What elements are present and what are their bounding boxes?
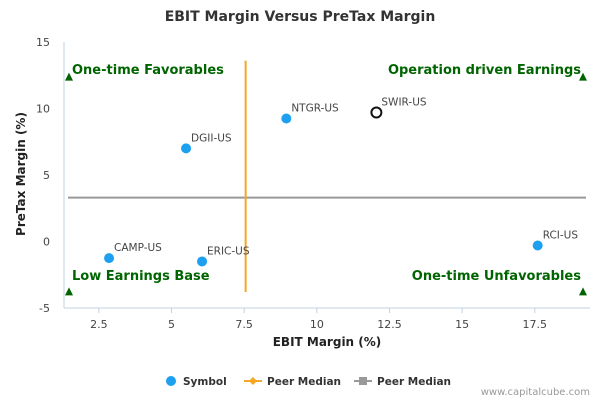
data-point-label: RCI-US bbox=[543, 229, 579, 241]
y-tick-label: -5 bbox=[39, 302, 50, 315]
data-point-marker[interactable] bbox=[181, 143, 192, 154]
quadrant-marker-bottom-right bbox=[579, 287, 587, 296]
legend-item-symbol[interactable]: Symbol bbox=[166, 376, 227, 388]
data-point-label: SWIR-US bbox=[381, 96, 426, 108]
y-axis-ticks: 15 10 5 0 -5 bbox=[36, 36, 50, 315]
chart-title: EBIT Margin Versus PreTax Margin bbox=[165, 9, 436, 25]
y-tick-label: 10 bbox=[36, 103, 50, 116]
legend-item-peer-median-y[interactable]: Peer Median bbox=[354, 376, 451, 388]
x-axis-title: EBIT Margin (%) bbox=[273, 335, 382, 349]
data-point-label: CAMP-US bbox=[114, 242, 162, 254]
data-point-marker[interactable] bbox=[281, 113, 292, 124]
legend-peer-median-diamond bbox=[249, 377, 257, 385]
quadrant-marker-top-right bbox=[579, 72, 587, 81]
y-tick-label: 0 bbox=[43, 236, 50, 249]
legend-label-peer-median-x: Peer Median bbox=[267, 376, 341, 388]
data-point-marker[interactable] bbox=[532, 240, 543, 251]
x-tick-label: 12.5 bbox=[377, 318, 402, 331]
legend-peer-median-square bbox=[359, 377, 367, 385]
y-tick-label: 5 bbox=[43, 169, 50, 182]
data-point-marker[interactable] bbox=[370, 106, 383, 119]
x-tick-label: 10 bbox=[310, 318, 324, 331]
legend-label-symbol: Symbol bbox=[183, 376, 227, 388]
x-tick-label: 2.5 bbox=[90, 318, 108, 331]
x-tick-label: 5 bbox=[168, 318, 175, 331]
quadrant-marker-bottom-left bbox=[65, 287, 73, 296]
legend-item-peer-median-x[interactable]: Peer Median bbox=[244, 376, 341, 388]
quadrant-marker-top-left bbox=[65, 72, 73, 81]
data-point-label: NTGR-US bbox=[291, 102, 339, 114]
source-credit: www.capitalcube.com bbox=[481, 387, 590, 398]
data-points: CAMP-US DGII-US ERIC-US NTGR-US SWIR-US RCI-U… bbox=[104, 96, 579, 267]
data-point-marker[interactable] bbox=[104, 253, 115, 264]
data-point-label: ERIC-US bbox=[207, 245, 250, 257]
y-tick-label: 15 bbox=[36, 36, 50, 49]
quadrant-label-bottom-left: Low Earnings Base bbox=[72, 269, 210, 284]
legend-symbol-marker bbox=[166, 376, 176, 386]
data-point-marker[interactable] bbox=[197, 256, 208, 267]
legend: Symbol Peer Median Peer Median bbox=[166, 376, 451, 388]
x-axis-ticks: 2.5 5 7.5 10 12.5 15 17.5 bbox=[90, 308, 547, 331]
x-tick-label: 15 bbox=[455, 318, 469, 331]
y-axis-title: PreTax Margin (%) bbox=[14, 112, 28, 236]
quadrant-label-bottom-right: One-time Unfavorables bbox=[412, 269, 581, 284]
x-tick-label: 7.5 bbox=[235, 318, 253, 331]
x-tick-label: 17.5 bbox=[523, 318, 548, 331]
quadrant-labels: One-time Favorables Operation driven Ear… bbox=[65, 63, 587, 296]
data-point-label: DGII-US bbox=[191, 132, 232, 144]
quadrant-label-top-left: One-time Favorables bbox=[72, 63, 224, 78]
legend-label-peer-median-y: Peer Median bbox=[377, 376, 451, 388]
quadrant-label-top-right: Operation driven Earnings bbox=[388, 63, 581, 78]
